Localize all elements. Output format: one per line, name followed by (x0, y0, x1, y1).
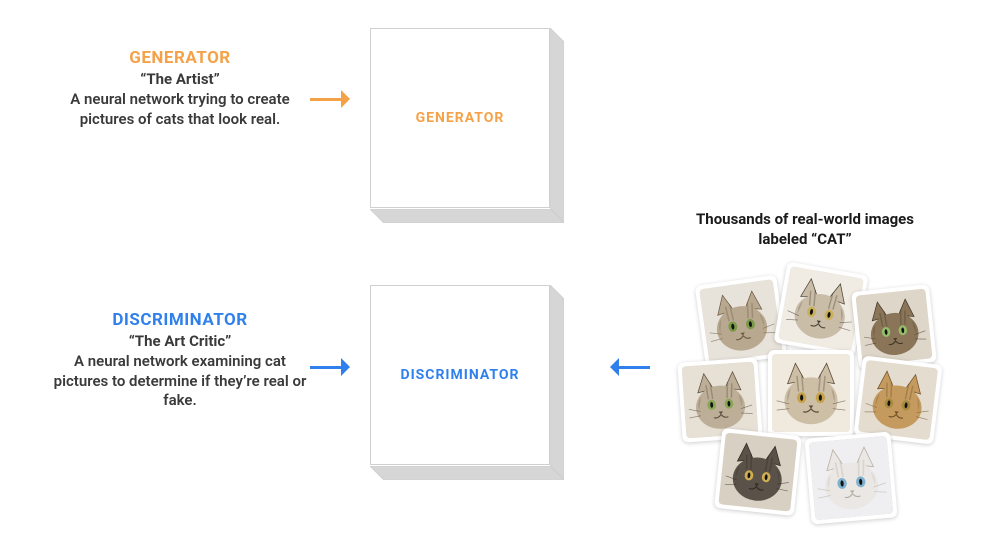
discriminator-box: DISCRIMINATOR (370, 285, 564, 479)
dataset-photo (677, 357, 762, 442)
discriminator-body: A neural network examining cat pictures … (50, 352, 310, 411)
discriminator-title: DISCRIMINATOR (50, 310, 310, 330)
generator-box-label: GENERATOR (416, 110, 505, 126)
cat-icon (856, 289, 933, 366)
generator-title: GENERATOR (50, 48, 310, 68)
box-bottom-side (370, 465, 564, 479)
discriminator-box-label: DISCRIMINATOR (400, 367, 519, 383)
discriminator-description: DISCRIMINATOR “The Art Critic” A neural … (50, 310, 310, 411)
dataset-photo (714, 428, 802, 516)
arrow-line (310, 98, 341, 101)
cat-icon (718, 432, 797, 511)
generator-description: GENERATOR “The Artist” A neural network … (50, 48, 310, 129)
arrow-line (310, 366, 341, 369)
cat-icon (772, 354, 850, 432)
arrow-to-discriminator-left (310, 358, 350, 376)
dataset-photo-cluster (660, 260, 950, 520)
arrow-to-discriminator-right (610, 358, 650, 376)
box-right-side (550, 285, 564, 479)
dataset-photo (804, 431, 897, 524)
cat-icon (809, 436, 894, 521)
discriminator-subtitle: “The Art Critic” (50, 332, 310, 350)
arrow-head-icon (341, 90, 350, 108)
arrow-to-generator (310, 90, 350, 108)
box-bottom-side (370, 208, 564, 222)
dataset-photo (768, 350, 854, 436)
generator-box-face: GENERATOR (370, 28, 550, 208)
generator-subtitle: “The Artist” (50, 70, 310, 88)
cat-icon (778, 266, 864, 352)
arrow-head-icon (610, 358, 619, 376)
generator-box: GENERATOR (370, 28, 564, 222)
dataset-caption: Thousands of real-world images labeled “… (680, 208, 930, 249)
dataset-caption-text: Thousands of real-world images labeled “… (680, 210, 930, 249)
cat-icon (858, 360, 938, 440)
discriminator-box-face: DISCRIMINATOR (370, 285, 550, 465)
arrow-line (619, 366, 650, 369)
generator-body: A neural network trying to create pictur… (50, 90, 310, 129)
dataset-photo (853, 355, 942, 444)
arrow-head-icon (341, 358, 350, 376)
box-right-side (550, 28, 564, 222)
cat-icon (682, 362, 759, 439)
